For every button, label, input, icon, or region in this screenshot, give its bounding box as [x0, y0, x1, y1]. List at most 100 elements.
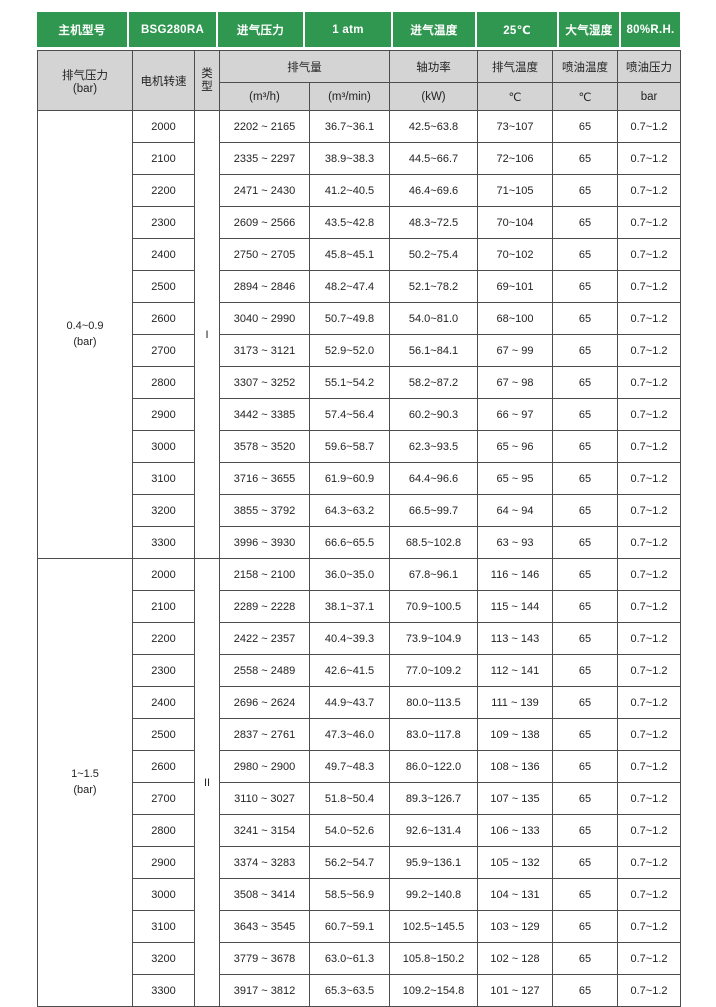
col-discharge-pressure: 排气压力 (bar)	[37, 50, 133, 111]
cell-exhaust-temp: 111 ~ 139	[477, 686, 553, 719]
cell-oil-pressure: 0.7~1.2	[617, 174, 681, 207]
cell-shaft-power: 70.9~100.5	[389, 590, 478, 623]
performance-table-body: 0.4~0.9 (bar) 2000 I 2202 ~ 2165 36.7~36.1 42.…	[37, 110, 681, 1007]
cell-shaft-power: 73.9~104.9	[389, 622, 478, 655]
unit-oil-pressure: bar	[617, 82, 681, 111]
table-header-row-2: (m³/h) (m³/min) (kW) ℃ ℃ bar	[38, 82, 681, 111]
group-pressure-value: 1~1.5	[71, 767, 99, 780]
cell-motor-speed: 2400	[132, 238, 195, 271]
spec-value-model: BSG280RA	[127, 12, 218, 47]
cell-exhaust-temp: 73~107	[477, 110, 553, 143]
cell-oil-pressure: 0.7~1.2	[617, 974, 681, 1007]
cell-oil-temp: 65	[552, 910, 618, 943]
cell-shaft-power: 105.8~150.2	[389, 942, 478, 975]
table-row: 2500 2894 ~ 2846 48.2~47.4 52.1~78.2 69~101 6…	[38, 270, 681, 303]
cell-shaft-power: 109.2~154.8	[389, 974, 478, 1007]
cell-oil-pressure: 0.7~1.2	[617, 558, 681, 591]
cell-oil-pressure: 0.7~1.2	[617, 430, 681, 463]
cell-shaft-power: 54.0~81.0	[389, 302, 478, 335]
group-pressure-value: 0.4~0.9	[66, 319, 104, 332]
cell-air-volume-m3h: 2609 ~ 2566	[219, 206, 310, 239]
cell-oil-temp: 65	[552, 430, 618, 463]
cell-motor-speed: 3000	[132, 878, 195, 911]
cell-air-volume-m3h: 2158 ~ 2100	[219, 558, 310, 591]
cell-exhaust-temp: 102 ~ 128	[477, 942, 553, 975]
table-row: 2500 2837 ~ 2761 47.3~46.0 83.0~117.8 109 ~ …	[38, 718, 681, 751]
cell-motor-speed: 2800	[132, 814, 195, 847]
cell-oil-temp: 65	[552, 718, 618, 751]
col-motor-speed: 电机转速	[132, 50, 195, 111]
table-row: 3200 3779 ~ 3678 63.0~61.3 105.8~150.2 102 ~…	[38, 942, 681, 975]
cell-exhaust-temp: 66 ~ 97	[477, 398, 553, 431]
unit-shaft-power: (kW)	[389, 82, 478, 111]
cell-air-volume-m3h: 3241 ~ 3154	[219, 814, 310, 847]
cell-motor-speed: 2500	[132, 270, 195, 303]
cell-oil-temp: 65	[552, 398, 618, 431]
cell-air-volume-m3h: 3855 ~ 3792	[219, 494, 310, 527]
cell-air-volume-m3min: 47.3~46.0	[309, 718, 390, 751]
cell-air-volume-m3h: 3374 ~ 3283	[219, 846, 310, 879]
cell-oil-temp: 65	[552, 878, 618, 911]
spec-label-model: 主机型号	[37, 12, 129, 47]
cell-air-volume-m3min: 52.9~52.0	[309, 334, 390, 367]
group-type-label: II	[194, 558, 220, 1007]
cell-exhaust-temp: 108 ~ 136	[477, 750, 553, 783]
spec-label-humidity: 大气湿度	[557, 12, 621, 47]
table-row: 2900 3442 ~ 3385 57.4~56.4 60.2~90.3 66 ~ 97…	[38, 398, 681, 431]
cell-oil-pressure: 0.7~1.2	[617, 526, 681, 559]
performance-table: 排气压力 (bar) 电机转速 类 型 排气量 轴功率 排气温度 喷油温度 喷油…	[37, 50, 681, 1007]
cell-shaft-power: 102.5~145.5	[389, 910, 478, 943]
cell-air-volume-m3min: 59.6~58.7	[309, 430, 390, 463]
cell-air-volume-m3h: 3173 ~ 3121	[219, 334, 310, 367]
cell-oil-pressure: 0.7~1.2	[617, 366, 681, 399]
cell-exhaust-temp: 64 ~ 94	[477, 494, 553, 527]
cell-shaft-power: 62.3~93.5	[389, 430, 478, 463]
cell-oil-pressure: 0.7~1.2	[617, 206, 681, 239]
table-row: 2100 2335 ~ 2297 38.9~38.3 44.5~66.7 72~106 6…	[38, 142, 681, 175]
table-row: 2200 2471 ~ 2430 41.2~40.5 46.4~69.6 71~105 6…	[38, 174, 681, 207]
cell-oil-temp: 65	[552, 590, 618, 623]
cell-oil-pressure: 0.7~1.2	[617, 846, 681, 879]
cell-air-volume-m3min: 63.0~61.3	[309, 942, 390, 975]
cell-air-volume-m3min: 42.6~41.5	[309, 654, 390, 687]
cell-shaft-power: 48.3~72.5	[389, 206, 478, 239]
cell-oil-temp: 65	[552, 494, 618, 527]
cell-air-volume-m3h: 2422 ~ 2357	[219, 622, 310, 655]
col-exhaust-temp: 排气温度	[477, 50, 553, 83]
cell-exhaust-temp: 106 ~ 133	[477, 814, 553, 847]
cell-air-volume-m3h: 2980 ~ 2900	[219, 750, 310, 783]
cell-motor-speed: 3100	[132, 910, 195, 943]
cell-motor-speed: 2100	[132, 142, 195, 175]
cell-exhaust-temp: 68~100	[477, 302, 553, 335]
table-row: 2900 3374 ~ 3283 56.2~54.7 95.9~136.1 105 ~ …	[38, 846, 681, 879]
cell-motor-speed: 3300	[132, 974, 195, 1007]
group-pressure-unit: (bar)	[73, 335, 97, 348]
table-header-row-1: 排气压力 (bar) 电机转速 类 型 排气量 轴功率 排气温度 喷油温度 喷油…	[37, 50, 681, 111]
cell-motor-speed: 3200	[132, 942, 195, 975]
cell-shaft-power: 67.8~96.1	[389, 558, 478, 591]
cell-exhaust-temp: 107 ~ 135	[477, 782, 553, 815]
cell-air-volume-m3h: 2335 ~ 2297	[219, 142, 310, 175]
spec-header-row: 主机型号 BSG280RA 进气压力 1 atm 进气温度 25℃ 大气湿度 8…	[37, 12, 680, 47]
cell-exhaust-temp: 67 ~ 98	[477, 366, 553, 399]
group-type-label: I	[194, 110, 220, 559]
table-row: 3100 3643 ~ 3545 60.7~59.1 102.5~145.5 103 ~…	[38, 910, 681, 943]
cell-oil-temp: 65	[552, 622, 618, 655]
group-pressure-label: 0.4~0.9 (bar)	[37, 110, 133, 559]
cell-oil-pressure: 0.7~1.2	[617, 686, 681, 719]
cell-motor-speed: 2700	[132, 782, 195, 815]
cell-air-volume-m3h: 3578 ~ 3520	[219, 430, 310, 463]
cell-motor-speed: 2800	[132, 366, 195, 399]
table-row: 0.4~0.9 (bar) 2000 I 2202 ~ 2165 36.7~36.1 42.…	[37, 110, 681, 559]
cell-motor-speed: 2100	[132, 590, 195, 623]
cell-shaft-power: 66.5~99.7	[389, 494, 478, 527]
cell-exhaust-temp: 71~105	[477, 174, 553, 207]
cell-shaft-power: 68.5~102.8	[389, 526, 478, 559]
cell-air-volume-m3min: 57.4~56.4	[309, 398, 390, 431]
cell-motor-speed: 3200	[132, 494, 195, 527]
cell-oil-pressure: 0.7~1.2	[617, 142, 681, 175]
table-row: 2700 3173 ~ 3121 52.9~52.0 56.1~84.1 67 ~ 99…	[38, 334, 681, 367]
col-oil-temp: 喷油温度	[552, 50, 618, 83]
spec-header-band: 主机型号 BSG280RA 进气压力 1 atm 进气温度 25℃ 大气湿度 8…	[37, 12, 680, 47]
